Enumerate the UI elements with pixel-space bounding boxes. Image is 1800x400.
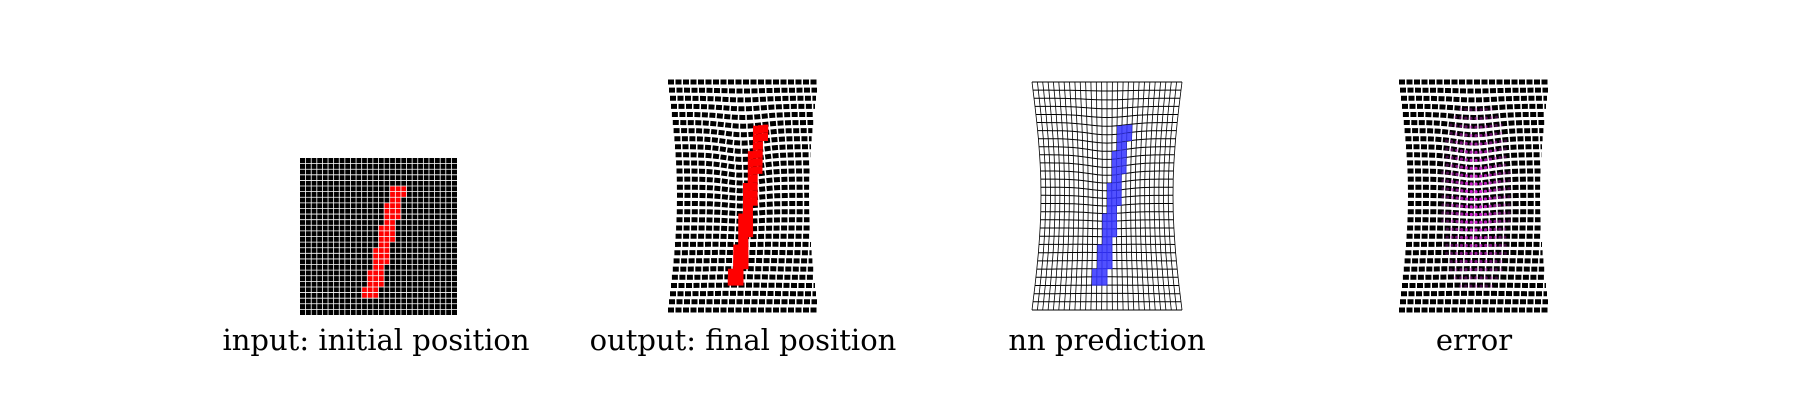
prediction-caption: nn prediction [1008,323,1205,357]
output-mesh-grid [668,79,818,313]
input-caption: input: initial position [222,323,529,357]
panel-prediction: nn prediction [1008,81,1206,357]
error-mesh-grid [1399,79,1549,313]
panel-error: error [1399,79,1549,357]
panel-output: output: final position [590,79,897,357]
panel-input: input: initial position [222,158,530,357]
error-caption: error [1436,323,1512,357]
prediction-mesh-grid [1031,81,1183,311]
input-mesh-grid [300,158,457,315]
output-caption: output: final position [590,323,897,357]
